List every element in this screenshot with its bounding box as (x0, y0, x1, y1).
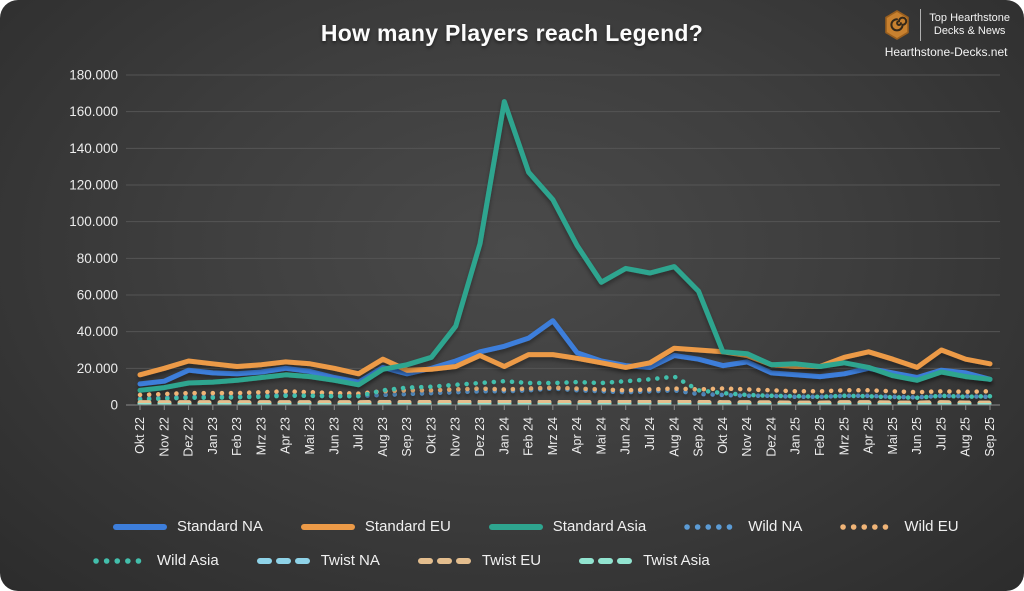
logo-brand-line1: Top Hearthstone (929, 12, 1010, 24)
logo-divider (920, 9, 922, 41)
x-tick-label: Aug 24 (667, 417, 681, 457)
x-tick-label: Jun 23 (327, 417, 341, 455)
legend-label-twist-eu: Twist EU (481, 552, 542, 569)
x-tick-label: Jul 23 (352, 417, 366, 450)
y-tick-label: 60.000 (77, 288, 118, 303)
legend-label-standard-asia: Standard Asia (552, 518, 647, 535)
y-tick-label: 0 (110, 398, 118, 413)
legend-label-standard-na: Standard NA (177, 518, 263, 535)
series-line-wild-na (137, 386, 993, 401)
x-tick-label: Dez 23 (473, 417, 487, 457)
x-tick-label: Sep 24 (692, 417, 706, 457)
x-tick-label: Mai 23 (303, 417, 317, 455)
x-tick-label: Jan 24 (497, 417, 511, 455)
x-tick-label: Jan 25 (789, 417, 803, 455)
x-tick-label: Apr 25 (862, 417, 876, 454)
legend-item-wild-eu: Wild EU (839, 518, 959, 535)
x-tick-label: Mai 25 (886, 417, 900, 455)
logo-top-row: Top Hearthstone Decks & News (882, 9, 1010, 41)
legend-item-twist-asia: Twist Asia (578, 552, 710, 569)
series-line-standard-asia (137, 99, 993, 393)
y-tick-label: 80.000 (77, 251, 118, 266)
axis-labels: 0 20.000 40.000 60.000 80.000 100.000 120.000 1… (69, 68, 997, 457)
legend-row-2: Wild Asia Twist NA Twist EU Twist Asia (0, 552, 1024, 569)
legend-swatch-dotted (684, 523, 738, 530)
legend-label-standard-eu: Standard EU (364, 518, 451, 535)
y-tick-label: 100.000 (69, 214, 118, 229)
series-line-standard-eu (137, 345, 993, 378)
legend-swatch-dotted (840, 523, 895, 530)
x-tick-label: Jan 23 (206, 417, 220, 455)
x-tick-label: Mrz 24 (546, 417, 560, 455)
series-line-twist-asia (137, 400, 993, 407)
legend-row-1: Standard NA Standard EU Standard Asia Wild … (0, 518, 1024, 535)
site-logo: Top Hearthstone Decks & News Hearthstone… (882, 9, 1010, 59)
legend-swatch-solid (113, 523, 167, 530)
x-tick-label: Nov 24 (740, 417, 754, 457)
x-tick-label: Jul 25 (934, 417, 948, 450)
legend-item-wild-asia: Wild Asia (92, 552, 219, 569)
x-tick-label: Jul 24 (643, 417, 657, 450)
series-line-wild-eu (137, 385, 993, 398)
y-tick-label: 20.000 (77, 361, 118, 376)
x-tick-label: Jun 24 (619, 417, 633, 455)
x-tick-label: Dez 24 (764, 417, 778, 457)
x-tick-label: Nov 22 (157, 417, 171, 457)
x-tick-label: Okt 24 (716, 417, 730, 454)
x-tick-label: Feb 25 (813, 417, 827, 456)
series-line-standard-na (137, 318, 993, 387)
x-tick-label: Mrz 25 (837, 417, 851, 455)
legend-item-standard-na: Standard NA (112, 518, 263, 535)
x-tick-label: Okt 22 (133, 417, 147, 454)
legend-swatch-solid (488, 523, 543, 530)
x-tick-label: Mai 24 (594, 417, 608, 455)
x-tick-label: Apr 24 (570, 417, 584, 454)
logo-site-url: Hearthstone-Decks.net (884, 45, 1008, 59)
legend-item-wild-na: Wild NA (683, 518, 802, 535)
legend-swatch-dotted (93, 557, 147, 564)
x-tick-label: Aug 23 (376, 417, 390, 457)
series-line-wild-asia (137, 374, 993, 402)
legend-item-standard-asia: Standard Asia (488, 518, 646, 535)
series-lines (137, 99, 993, 407)
logo-brand-line2: Decks & News (933, 25, 1006, 37)
legend-swatch-dashed (417, 557, 472, 564)
y-tick-label: 180.000 (69, 68, 118, 83)
x-tick-label: Nov 23 (449, 417, 463, 457)
x-tick-label: Okt 23 (424, 417, 438, 454)
legend-label-twist-asia: Twist Asia (643, 552, 710, 569)
legend-label-twist-na: Twist NA (320, 552, 380, 569)
x-tick-label: Aug 25 (959, 417, 973, 457)
x-tick-label: Jun 25 (910, 417, 924, 455)
y-tick-label: 160.000 (69, 104, 118, 119)
legend-swatch-dashed (256, 557, 311, 564)
x-tick-label: Feb 23 (230, 417, 244, 456)
legend-label-wild-eu: Wild EU (904, 518, 959, 535)
legend-label-wild-asia: Wild Asia (157, 552, 219, 569)
legend-label-wild-na: Wild NA (748, 518, 803, 535)
chart-area: 0 20.000 40.000 60.000 80.000 100.000 120.000 1… (69, 68, 1000, 457)
legend-item-standard-eu: Standard EU (300, 518, 451, 535)
x-tick-label: Feb 24 (522, 417, 536, 456)
x-tick-label: Sep 23 (400, 417, 414, 457)
x-tick-label: Dez 22 (182, 417, 196, 457)
x-tick-label: Apr 23 (279, 417, 293, 454)
legend-swatch-solid (300, 523, 355, 530)
legend-item-twist-eu: Twist EU (417, 552, 541, 569)
hearthstone-spiral-icon (885, 10, 910, 40)
x-tick-label: Mrz 23 (254, 417, 268, 455)
legend-item-twist-na: Twist NA (256, 552, 380, 569)
page-title: How many Players reach Legend? (320, 20, 704, 46)
legend-swatch-dashed (579, 557, 634, 564)
chart: 0 20.000 40.000 60.000 80.000 100.000 120.000 1… (69, 68, 1000, 457)
y-tick-label: 140.000 (69, 141, 118, 156)
y-tick-label: 40.000 (77, 324, 118, 339)
logo-brand-text: Top Hearthstone Decks & News (929, 12, 1010, 38)
y-tick-label: 120.000 (69, 178, 118, 193)
x-tick-label: Sep 25 (983, 417, 997, 457)
